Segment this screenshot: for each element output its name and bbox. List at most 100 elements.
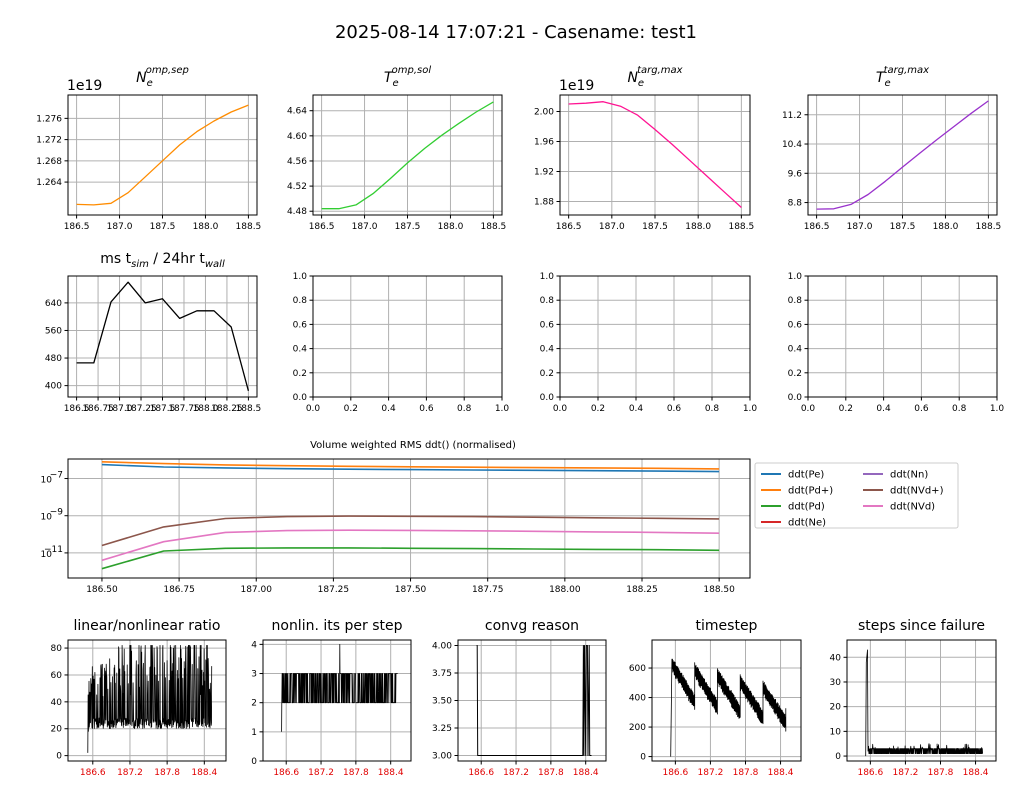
axis-offset-label: 1e19 bbox=[559, 78, 594, 94]
axes-frame bbox=[67, 639, 227, 762]
x-tick-label: 1.0 bbox=[743, 404, 758, 414]
series-line bbox=[670, 658, 787, 757]
x-tick-label: 187.5 bbox=[150, 404, 176, 414]
x-tick-label: 186.6 bbox=[273, 768, 299, 778]
y-tick-exponent: −7 bbox=[50, 471, 63, 481]
y-tick-label: 0.8 bbox=[540, 296, 555, 306]
y-tick-label: 0.0 bbox=[540, 393, 555, 403]
axes-frame bbox=[312, 275, 503, 398]
series-line-ddtnvd bbox=[101, 529, 720, 562]
x-tick-label: 188.50 bbox=[703, 585, 735, 595]
panel-title: Neomp,sep bbox=[136, 65, 189, 89]
x-tick-label: 1.0 bbox=[990, 404, 1005, 414]
x-tick-label: 187.8 bbox=[733, 768, 759, 778]
x-tick-label: 0.0 bbox=[306, 404, 321, 414]
x-tick-label: 188.0 bbox=[438, 222, 464, 232]
panel-title: steps since failure bbox=[858, 618, 985, 634]
x-tick-label: 188.4 bbox=[573, 768, 599, 778]
x-tick-label: 188.0 bbox=[193, 222, 219, 232]
x-tick-label: 0.0 bbox=[553, 404, 568, 414]
axes-frame bbox=[67, 94, 258, 216]
series-line bbox=[476, 645, 592, 756]
x-tick-label: 0.4 bbox=[876, 404, 891, 414]
axes-frame bbox=[807, 275, 998, 398]
y-tick-label: 4.56 bbox=[287, 157, 307, 167]
x-tick-label: 186.75 bbox=[163, 585, 195, 595]
panel-title: Volume weighted RMS ddt() (normalised) bbox=[310, 440, 516, 451]
x-tick-label: 187.8 bbox=[343, 768, 369, 778]
x-tick-label: 188.5 bbox=[728, 222, 754, 232]
series-line bbox=[568, 101, 742, 208]
axes-frame bbox=[312, 94, 503, 216]
y-tick-label: 1.92 bbox=[534, 168, 554, 178]
panel-ms-per-day: 186.5186.75187.0187.25187.5187.75188.018… bbox=[45, 251, 261, 414]
x-tick-label: 186.5 bbox=[804, 222, 830, 232]
axes-frame bbox=[67, 275, 258, 398]
y-tick-label: 40 bbox=[51, 698, 63, 708]
panel-empty2: 0.0 0.2 0.4 0.6 0.8 1.0 0.0 0.2 0.4 0.6 0.8 1.0 bbox=[540, 272, 758, 414]
y-tick-exponent: −11 bbox=[44, 545, 63, 555]
y-tick-label: 3 bbox=[251, 670, 257, 680]
y-tick-label: 1.0 bbox=[293, 272, 308, 282]
x-tick-label: 188.25 bbox=[626, 585, 658, 595]
y-tick-label: 40 bbox=[830, 653, 842, 663]
x-tick-label: 186.6 bbox=[662, 768, 688, 778]
y-tick-label: 200 bbox=[629, 723, 646, 733]
y-tick-label: 600 bbox=[629, 664, 646, 674]
series-line bbox=[865, 649, 983, 757]
series-line bbox=[281, 644, 398, 732]
series-line bbox=[76, 104, 249, 206]
figure-suptitle: 2025-08-14 17:07:21 - Casename: test1 bbox=[335, 22, 697, 43]
x-tick-label: 0.4 bbox=[629, 404, 644, 414]
x-tick-label: 186.6 bbox=[80, 768, 106, 778]
y-tick-label: 4.64 bbox=[287, 107, 307, 117]
panel-title: Tetarg,max bbox=[876, 65, 929, 89]
axes-frame bbox=[559, 275, 751, 398]
legend-label: ddt(NVd+) bbox=[890, 486, 944, 497]
x-tick-label: 0.6 bbox=[419, 404, 434, 414]
x-tick-label: 188.4 bbox=[378, 768, 404, 778]
y-tick-label: 1.264 bbox=[36, 178, 62, 188]
y-tick-label: 3.50 bbox=[432, 697, 452, 707]
x-tick-label: 186.6 bbox=[468, 768, 494, 778]
panel-title: ms tsim / 24hr twall bbox=[100, 251, 225, 270]
panel-convg-reason: 186.6 187.2 187.8 188.4 3.00 3.25 3.50 3.75 4.00… bbox=[432, 618, 607, 778]
y-tick-label: 11.2 bbox=[782, 111, 802, 121]
y-tick-label: 0.0 bbox=[293, 393, 308, 403]
y-tick-label: 20 bbox=[51, 725, 63, 735]
y-tick-label: 640 bbox=[45, 299, 62, 309]
y-tick-label: 0.0 bbox=[788, 393, 803, 403]
x-tick-label: 187.0 bbox=[352, 222, 378, 232]
y-tick-label: 3.00 bbox=[432, 752, 452, 762]
x-tick-label: 188.4 bbox=[191, 768, 217, 778]
x-tick-label: 186.50 bbox=[86, 585, 118, 595]
x-tick-label: 186.5 bbox=[64, 404, 90, 414]
x-tick-label: 188.0 bbox=[193, 404, 219, 414]
y-tick-label: 9.6 bbox=[788, 169, 803, 179]
y-tick-label: 10 bbox=[41, 513, 53, 523]
x-tick-label: 0.2 bbox=[591, 404, 605, 414]
y-tick-label: 2.00 bbox=[534, 108, 554, 118]
x-tick-label: 188.5 bbox=[481, 222, 507, 232]
x-tick-label: 187.25 bbox=[318, 585, 350, 595]
series-line bbox=[87, 645, 213, 753]
x-tick-label: 188.5 bbox=[236, 222, 262, 232]
panels: 186.5 187.0 187.5 188.0 188.5 1.264 1.268 1.272… bbox=[36, 65, 1004, 778]
y-tick-label: 0.2 bbox=[540, 369, 554, 379]
x-tick-label: 187.75 bbox=[472, 585, 504, 595]
x-tick-label: 0.2 bbox=[839, 404, 853, 414]
x-tick-label: 187.8 bbox=[928, 768, 954, 778]
y-tick-label: 0.4 bbox=[540, 345, 555, 355]
x-tick-label: 187.50 bbox=[395, 585, 427, 595]
series-line bbox=[76, 281, 250, 391]
x-tick-label: 187.25 bbox=[125, 404, 157, 414]
y-tick-label: 0 bbox=[640, 753, 646, 763]
x-tick-label: 186.75 bbox=[82, 404, 114, 414]
panel-title: convg reason bbox=[485, 618, 579, 634]
y-tick-label: 0 bbox=[835, 752, 841, 762]
y-tick-label: 0.4 bbox=[293, 345, 308, 355]
x-tick-label: 187.8 bbox=[154, 768, 180, 778]
x-tick-label: 0.2 bbox=[344, 404, 358, 414]
y-tick-label: 10 bbox=[830, 727, 842, 737]
y-tick-label: 0.2 bbox=[788, 369, 802, 379]
